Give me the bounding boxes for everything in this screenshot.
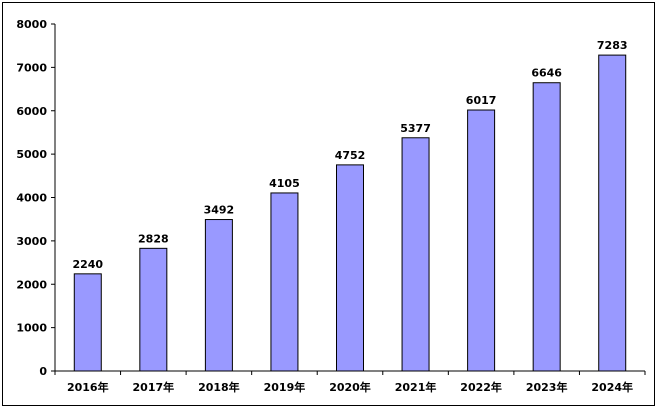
bar — [467, 109, 496, 372]
x-tick-label: 2017年 — [133, 380, 175, 394]
x-axis: 2016年 2017年 2018年 2019年 2020年 2021年 2022年 2023年… — [54, 370, 646, 394]
x-tick-label: 2022年 — [460, 380, 502, 394]
x-tick-label: 2024年 — [591, 380, 633, 394]
bar — [336, 164, 364, 372]
y-tick-label: 1000 — [16, 322, 47, 335]
y-tick-label: 4000 — [16, 192, 47, 205]
bar — [270, 192, 299, 372]
x-tick-label: 2021年 — [395, 380, 437, 394]
x-tick-label: 2020年 — [329, 380, 371, 394]
y-tick-label: 8000 — [16, 18, 47, 31]
y-tick-label: 2000 — [16, 278, 47, 291]
y-tick-label: 3000 — [16, 235, 47, 248]
x-tick-label: 2018年 — [198, 380, 240, 394]
data-label: 6646 — [531, 67, 562, 80]
data-label: 4105 — [269, 177, 300, 190]
bar — [401, 137, 430, 372]
y-tick-label: 5000 — [16, 148, 47, 161]
bar — [139, 247, 168, 372]
data-label: 4752 — [335, 149, 366, 162]
data-label: 5377 — [400, 122, 431, 135]
x-tick-label: 2019年 — [264, 380, 306, 394]
data-label: 6017 — [466, 94, 497, 107]
x-tick-label: 2016年 — [67, 380, 109, 394]
data-label: 3492 — [204, 204, 235, 217]
data-labels: 2240 2828 3492 4105 4752 5377 6017 6646 7283 — [72, 39, 627, 271]
data-label: 2240 — [72, 258, 103, 271]
y-tick-label: 6000 — [16, 105, 47, 118]
bar — [598, 54, 627, 372]
y-tick-label: 0 — [39, 365, 47, 378]
y-tick-label: 7000 — [16, 61, 47, 74]
bar — [204, 219, 233, 372]
data-label: 7283 — [597, 39, 628, 52]
bars — [73, 54, 627, 372]
x-tick-label: 2023年 — [526, 380, 568, 394]
bar — [532, 82, 561, 372]
data-label: 2828 — [138, 232, 169, 245]
y-axis: 0 1000 2000 3000 4000 5000 6000 7000 8000 — [16, 18, 56, 378]
bar — [73, 273, 102, 372]
